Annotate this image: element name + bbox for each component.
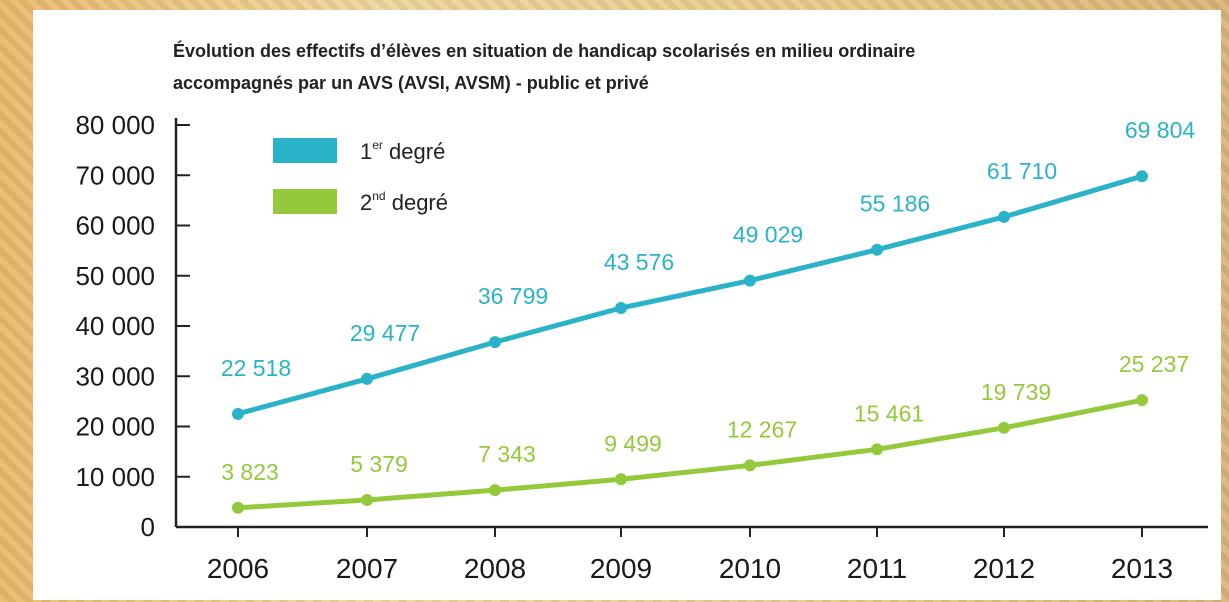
- data-label: 15 461: [854, 400, 924, 426]
- legend-label-1er-degre: 1er degré: [360, 138, 445, 164]
- x-tick-label: 2009: [590, 553, 652, 584]
- data-label: 49 029: [733, 222, 803, 248]
- chart-title: Évolution des effectifs d’élèves en situ…: [173, 40, 915, 61]
- data-point: [615, 302, 627, 315]
- legend: 1er degré 2nd degré: [273, 138, 448, 215]
- series-line-2: [237, 397, 1143, 511]
- axes: [174, 118, 1208, 529]
- x-tick-label: 2013: [1111, 553, 1173, 584]
- y-tick-label: 0: [141, 512, 155, 542]
- data-point: [615, 473, 627, 486]
- x-tick-label: 2012: [973, 553, 1035, 584]
- data-point: [232, 501, 244, 514]
- data-point: [744, 459, 756, 472]
- chart-card: Évolution des effectifs d’élèves en situ…: [33, 10, 1221, 600]
- data-label: 43 576: [604, 249, 674, 275]
- data-label: 5 379: [350, 451, 408, 477]
- data-label: 7 343: [478, 441, 536, 467]
- line-chart: Évolution des effectifs d’élèves en situ…: [75, 40, 1208, 584]
- data-label: 19 739: [981, 379, 1051, 405]
- data-label: 55 186: [860, 191, 930, 217]
- x-tick-label: 2006: [207, 553, 269, 584]
- data-label: 3 823: [221, 459, 279, 485]
- x-tick-label: 2011: [847, 553, 907, 584]
- data-point: [489, 336, 501, 349]
- y-tick-label: 40 000: [75, 311, 155, 341]
- x-axis-ticks: 2006 2007 2008 2009 2010 2011 2012 2013: [207, 527, 1173, 584]
- data-label: 69 804: [1125, 117, 1196, 143]
- y-tick-label: 80 000: [75, 110, 155, 140]
- data-label: 22 518: [221, 355, 291, 381]
- y-tick-label: 30 000: [75, 361, 155, 391]
- data-point: [871, 243, 883, 256]
- data-label: 25 237: [1119, 351, 1189, 377]
- data-point: [489, 484, 501, 497]
- y-tick-label: 60 000: [75, 211, 155, 241]
- legend-label-2nd-degre: 2nd degré: [360, 189, 448, 215]
- data-point: [744, 274, 756, 287]
- data-point: [1136, 170, 1148, 183]
- legend-swatch-2nd-degre: [273, 189, 337, 214]
- y-tick-label: 50 000: [75, 261, 155, 291]
- data-point: [871, 443, 883, 456]
- series-line-1: [237, 173, 1143, 417]
- data-point: [361, 493, 373, 506]
- y-tick-label: 20 000: [75, 412, 155, 442]
- chart-subtitle: accompagnés par un AVS (AVSI, AVSM) - pu…: [173, 73, 649, 93]
- data-label: 36 799: [478, 283, 548, 309]
- data-label: 29 477: [350, 320, 420, 346]
- data-point: [998, 421, 1010, 434]
- data-point: [998, 210, 1010, 223]
- series-group: 22 518 29 477 36 799 43 576 49 029 55 186 61 7…: [221, 117, 1196, 514]
- y-axis-ticks: 0 10 000 20 000 30 000 40 000 50 000 60 000 70 …: [75, 110, 190, 542]
- data-label: 61 710: [987, 158, 1057, 184]
- x-tick-label: 2010: [719, 553, 781, 584]
- legend-swatch-1er-degre: [273, 138, 337, 163]
- data-point: [361, 372, 373, 385]
- data-label: 9 499: [604, 430, 662, 456]
- data-point: [232, 407, 244, 420]
- x-tick-label: 2008: [464, 553, 526, 584]
- data-label: 12 267: [727, 416, 797, 442]
- x-tick-label: 2007: [336, 553, 398, 584]
- y-tick-label: 10 000: [75, 462, 155, 492]
- data-point: [1136, 394, 1148, 407]
- y-tick-label: 70 000: [75, 160, 155, 190]
